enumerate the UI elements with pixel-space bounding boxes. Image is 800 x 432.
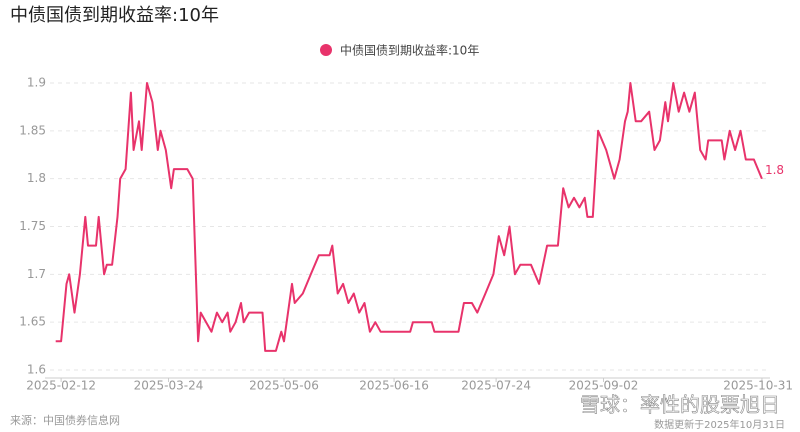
y-tick-label: 1.6 bbox=[27, 363, 46, 377]
legend-label: 中债国债到期收益率:10年 bbox=[340, 43, 479, 58]
legend-marker bbox=[320, 44, 332, 56]
x-tick-label: 2025-05-06 bbox=[249, 379, 319, 393]
x-tick-label: 2025-03-24 bbox=[134, 379, 204, 393]
x-tick-label: 2025-02-12 bbox=[26, 379, 96, 393]
end-value-label: 1.8 bbox=[765, 163, 784, 177]
y-tick-label: 1.8 bbox=[27, 171, 46, 185]
y-tick-label: 1.75 bbox=[19, 219, 46, 233]
series-line bbox=[55, 82, 763, 352]
chart-title: 中债国债到期收益率:10年 bbox=[10, 5, 219, 26]
x-tick-label: 2025-10-31 bbox=[723, 379, 793, 393]
x-tick-label: 2025-06-16 bbox=[359, 379, 429, 393]
y-tick-label: 1.7 bbox=[27, 267, 46, 281]
update-note: 数据更新于2025年10月31日 bbox=[654, 418, 785, 431]
y-tick-label: 1.85 bbox=[19, 123, 46, 137]
y-tick-label: 1.9 bbox=[27, 76, 46, 90]
watermark: 雪球：率性的股票旭日 bbox=[580, 393, 780, 417]
x-tick-label: 2025-07-24 bbox=[461, 379, 531, 393]
y-tick-label: 1.65 bbox=[19, 315, 46, 329]
source: 来源：中国债券信息网 bbox=[10, 413, 120, 427]
x-tick-label: 2025-09-02 bbox=[569, 379, 639, 393]
